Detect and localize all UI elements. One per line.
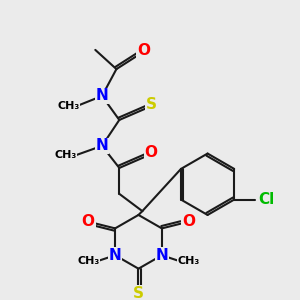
Text: N: N	[96, 138, 108, 153]
Text: Cl: Cl	[259, 192, 275, 207]
Text: CH₃: CH₃	[77, 256, 99, 266]
Text: CH₃: CH₃	[57, 100, 80, 111]
Text: S: S	[133, 286, 144, 300]
Text: O: O	[145, 145, 158, 160]
Text: O: O	[137, 44, 150, 59]
Text: N: N	[96, 88, 108, 104]
Text: O: O	[82, 214, 95, 229]
Text: O: O	[182, 214, 195, 229]
Text: S: S	[146, 97, 157, 112]
Text: N: N	[155, 248, 168, 263]
Text: N: N	[109, 248, 122, 263]
Text: CH₃: CH₃	[54, 151, 77, 160]
Text: CH₃: CH₃	[178, 256, 200, 266]
